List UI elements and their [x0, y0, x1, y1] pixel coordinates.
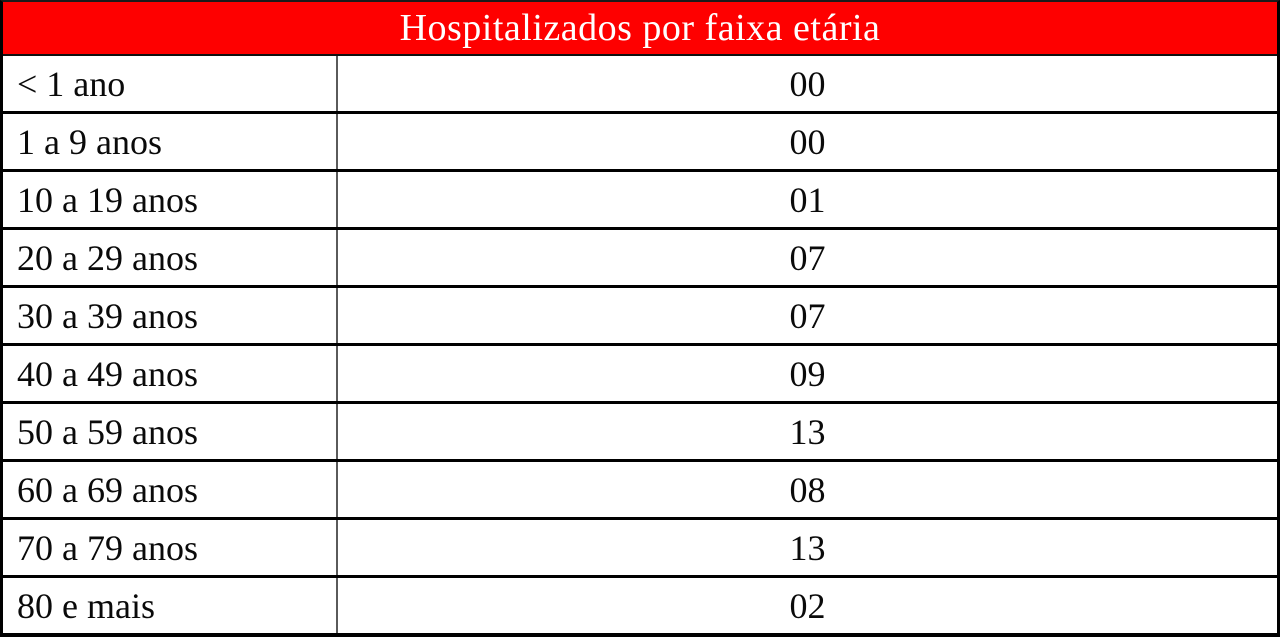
age-group-cell: 10 a 19 anos — [3, 172, 338, 227]
count-cell: 13 — [789, 527, 826, 568]
count-cell: 07 — [789, 295, 826, 336]
age-group-cell: 1 a 9 anos — [3, 114, 338, 169]
table-row: 80 e mais 02 — [3, 575, 1277, 633]
count-cell: 00 — [789, 63, 826, 104]
table-row: 40 a 49 anos 09 — [3, 343, 1277, 401]
table-row: 1 a 9 anos 00 — [3, 111, 1277, 169]
table-row: 70 a 79 anos 13 — [3, 517, 1277, 575]
count-cell: 09 — [789, 353, 826, 394]
count-cell: 08 — [789, 469, 826, 510]
age-group-cell: 60 a 69 anos — [3, 462, 338, 517]
table-body: < 1 ano 00 1 a 9 anos 00 10 a 19 anos 01… — [3, 56, 1277, 633]
table-row: 30 a 39 anos 07 — [3, 285, 1277, 343]
table-row: 20 a 29 anos 07 — [3, 227, 1277, 285]
table-title: Hospitalizados por faixa etária — [399, 7, 881, 49]
count-cell: 02 — [789, 585, 826, 626]
table-header: Hospitalizados por faixa etária — [3, 2, 1277, 56]
age-group-cell: 70 a 79 anos — [3, 520, 338, 575]
count-cell: 01 — [789, 179, 826, 220]
age-group-cell: 80 e mais — [3, 578, 338, 633]
table-row: 10 a 19 anos 01 — [3, 169, 1277, 227]
age-group-cell: 30 a 39 anos — [3, 288, 338, 343]
table-row: < 1 ano 00 — [3, 56, 1277, 111]
age-group-cell: 40 a 49 anos — [3, 346, 338, 401]
count-cell: 07 — [789, 237, 826, 278]
age-group-cell: < 1 ano — [3, 56, 338, 111]
table-row: 60 a 69 anos 08 — [3, 459, 1277, 517]
count-cell: 13 — [789, 411, 826, 452]
table-row: 50 a 59 anos 13 — [3, 401, 1277, 459]
age-group-cell: 50 a 59 anos — [3, 404, 338, 459]
count-cell: 00 — [789, 121, 826, 162]
age-group-cell: 20 a 29 anos — [3, 230, 338, 285]
